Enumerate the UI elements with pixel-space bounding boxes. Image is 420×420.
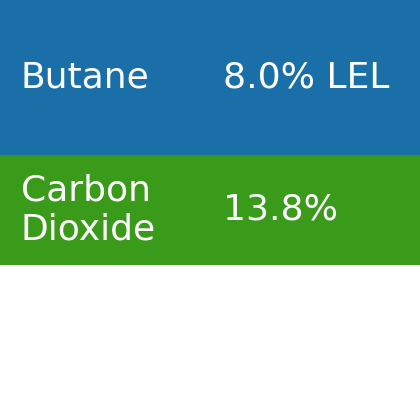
Text: 13.8%: 13.8% bbox=[223, 193, 338, 227]
Text: 8.0% LEL: 8.0% LEL bbox=[223, 60, 389, 94]
Text: Carbon
Dioxide: Carbon Dioxide bbox=[21, 174, 156, 246]
Bar bbox=[0, 0, 420, 155]
Bar bbox=[0, 155, 420, 265]
Text: Butane: Butane bbox=[21, 60, 150, 94]
